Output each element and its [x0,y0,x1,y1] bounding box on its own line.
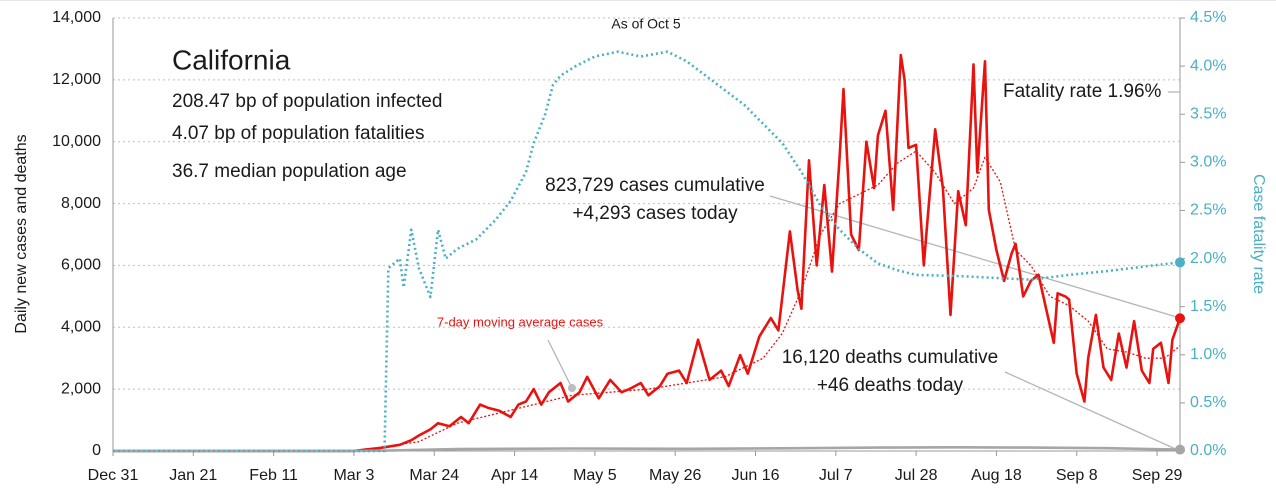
x-tick-label: May 5 [573,467,617,484]
x-tick-label: Sep 8 [1056,467,1098,484]
x-tick-label: Dec 31 [88,467,139,484]
subtitle: 208.47 bp of population infected [172,91,442,112]
y2-tick-label: 1.5% [1190,298,1226,315]
x-tick-label: Mar 24 [409,467,459,484]
x-tick-label: May 26 [649,467,702,484]
leader [1168,91,1181,262]
series-label: 7-day moving average cases [437,314,604,329]
x-tick-label: Feb 11 [249,467,298,484]
x-tick-label: Jun 16 [731,467,779,484]
y-tick-label: 4,000 [61,319,101,336]
series-line [113,445,1181,453]
y2-axis-title: Case fatality rate [1250,174,1267,294]
end-marker [1175,444,1185,455]
x-tick-label: Aug 18 [971,467,1022,484]
subtitle: 4.07 bp of population fatalities [172,123,424,144]
series-line [113,50,1181,453]
y2-tick-label: 3.5% [1190,105,1226,122]
y-tick-label: 6,000 [61,257,101,274]
y-tick-label: 12,000 [52,71,101,88]
leader [1004,371,1181,452]
y2-tick-label: 4.0% [1190,57,1226,74]
y2-tick-label: 1.0% [1190,346,1226,363]
y2-tick-label: 2.5% [1190,202,1226,219]
x-tick-label: Apr 14 [491,467,538,484]
annotation: +4,293 cases today [572,203,738,224]
y-tick-label: 10,000 [52,133,101,150]
y2-tick-label: 2.0% [1190,250,1226,267]
leader [547,339,573,389]
y2-tick-label: 0.5% [1190,394,1226,411]
series-line [353,150,1181,452]
annotation: Fatality rate 1.96% [1003,81,1162,102]
end-marker [1175,313,1185,324]
x-tick-label: Jan 21 [169,467,217,484]
y2-tick-label: 3.0% [1190,154,1226,171]
y-axis-title: Daily new cases and deaths [13,134,30,333]
end-marker [1175,257,1185,268]
subtitle: 36.7 median population age [172,161,407,182]
y-tick-label: 0 [92,442,101,459]
chart-title: California [172,44,291,75]
x-tick-label: Mar 3 [333,467,374,484]
y-tick-label: 8,000 [61,195,101,212]
callout-dot [568,384,576,392]
y2-tick-label: 0.0% [1190,442,1226,459]
y2-tick-label: 4.5% [1190,9,1226,26]
leader-lines [547,91,1181,452]
y-tick-label: 2,000 [61,380,101,397]
x-tick-label: Sep 29 [1132,467,1183,484]
x-tick-label: Jul 7 [819,467,853,484]
annotation: 16,120 deaths cumulative [782,347,999,368]
series-line [113,53,1182,453]
annotation: 823,729 cases cumulative [545,175,765,196]
leader [769,195,1181,319]
x-tick-label: Jul 28 [895,467,938,484]
y-tick-label: 14,000 [52,9,101,26]
annotation: As of Oct 5 [611,16,680,32]
annotation: +46 deaths today [817,375,964,396]
